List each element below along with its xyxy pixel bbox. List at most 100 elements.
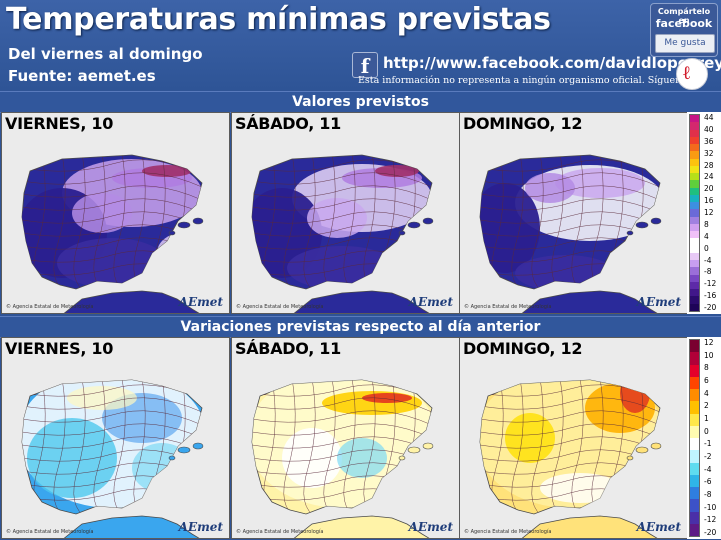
scale-tick-label: 24 (704, 172, 714, 182)
scale-swatch (690, 194, 699, 202)
scale-tick-label: 12 (704, 208, 714, 217)
scale-swatch (690, 364, 699, 377)
date-range-subtitle: Del viernes al domingo (8, 45, 203, 63)
aemet-logo: AEmet (636, 520, 681, 534)
scale-tick-label: 8 (704, 363, 709, 373)
scale-swatch (690, 165, 699, 173)
scale-swatch (690, 209, 699, 217)
scale-swatch (690, 340, 699, 353)
scale-tick-label: -12 (704, 279, 717, 289)
agency-credit: © Agencia Estatal de Meteorología (6, 304, 94, 310)
map-day-label: VIERNES, 10 (5, 114, 114, 133)
scale-tick-label: 40 (704, 124, 714, 134)
scale-tick-label: -2 (704, 452, 712, 461)
scale-swatch (690, 511, 699, 524)
scale-swatch (690, 231, 699, 239)
facebook-share-box[interactable]: Compártelo en facebook Me gusta (650, 3, 718, 57)
scale-tick-label: -20 (704, 528, 717, 537)
aemet-logo: AEmet (408, 295, 453, 309)
scale-tick-label: 44 (704, 113, 714, 122)
map-graphic (479, 379, 662, 538)
agency-credit: © Agencia Estatal de Meteorología (464, 304, 552, 310)
map-day-label: DOMINGO, 12 (463, 339, 583, 358)
facebook-url-link[interactable]: http://www.facebook.com/davidlopezrey (383, 54, 721, 72)
scale-tick-label: 1 (704, 414, 709, 423)
scale-tick-label: 20 (704, 184, 714, 194)
scale-tick-label: 10 (704, 350, 714, 360)
scale-swatch (690, 523, 699, 536)
scale-swatch (690, 238, 699, 246)
map-values-saturday: SÁBADO, 11 AEmet © Agencia Estatal de Me… (231, 112, 460, 314)
author-logo-icon[interactable]: ℓ (676, 58, 708, 90)
scale-tick-label: 16 (704, 196, 714, 206)
scale-swatch (690, 389, 699, 402)
like-button[interactable]: Me gusta (655, 34, 715, 53)
scale-swatch (690, 376, 699, 389)
scale-tick-label: -1 (704, 439, 712, 449)
scale-swatch (690, 122, 699, 130)
scale-swatch (690, 252, 699, 260)
scale-swatch (690, 129, 699, 137)
scale-swatch (690, 413, 699, 426)
scale-swatch (690, 260, 699, 268)
scale-swatch (690, 151, 699, 159)
aemet-logo: AEmet (178, 295, 223, 309)
agency-credit: © Agencia Estatal de Meteorología (6, 529, 94, 535)
map-day-label: VIERNES, 10 (5, 339, 114, 358)
map-graphic (479, 154, 662, 313)
scale-swatch (690, 425, 699, 438)
scale-swatch (690, 136, 699, 144)
scale-tick-label: 2 (704, 401, 709, 411)
share-caption: Compártelo en (657, 7, 711, 25)
scale-swatch (690, 267, 699, 275)
page-title: Temperaturas mínimas previstas (6, 2, 551, 37)
section-title-variations: Variaciones previstas respecto al día an… (0, 316, 721, 338)
variations-color-scale (689, 339, 700, 537)
scale-swatch (690, 281, 699, 289)
scale-tick-label: -16 (704, 291, 717, 301)
scale-tick-label: -4 (704, 255, 712, 265)
variations-scale-ticks: 12 10 8 6 4 2 1 0 -1 -2 -4 -6 -8 -10 -12 -20 (704, 339, 721, 537)
scale-swatch (690, 303, 699, 311)
scale-swatch (690, 352, 699, 365)
map-values-sunday: DOMINGO, 12 AEmet © Agencia Estatal de M… (459, 112, 688, 314)
disclaimer-text: Esta información no representa a ningún … (358, 75, 705, 86)
scale-swatch (690, 180, 699, 188)
scale-swatch (690, 474, 699, 487)
scale-tick-label: -8 (704, 267, 712, 277)
scale-tick-label: 28 (704, 160, 714, 170)
aemet-logo: AEmet (408, 520, 453, 534)
scale-tick-label: 0 (704, 243, 709, 253)
map-variation-sunday: DOMINGO, 12 AEmet © Agencia Estatal de M… (459, 337, 688, 539)
agency-credit: © Agencia Estatal de Meteorología (464, 529, 552, 535)
scale-swatch (690, 462, 699, 475)
agency-credit: © Agencia Estatal de Meteorología (236, 529, 324, 535)
facebook-icon[interactable]: f (352, 52, 378, 78)
scale-swatch (690, 187, 699, 195)
scale-tick-label: -20 (704, 303, 717, 312)
map-graphic (21, 154, 204, 313)
scale-tick-label: -8 (704, 490, 712, 499)
map-graphic (21, 379, 204, 538)
scale-swatch (690, 487, 699, 500)
scale-tick-label: 8 (704, 219, 709, 229)
scale-tick-label: 0 (704, 426, 709, 436)
scale-swatch (690, 202, 699, 210)
scale-swatch (690, 499, 699, 512)
aemet-logo: AEmet (636, 295, 681, 309)
scale-tick-label: -12 (704, 515, 717, 525)
values-scale-ticks: 44 40 36 32 28 24 20 16 12 8 4 0 -4 -8 -12 -16 -20 (704, 114, 721, 312)
map-graphic (251, 154, 434, 313)
map-variation-friday: VIERNES, 10 AEmet © Agencia Estatal de M… (1, 337, 230, 539)
values-color-scale (689, 114, 700, 312)
scale-swatch (690, 216, 699, 224)
scale-tick-label: 4 (704, 231, 709, 241)
scale-tick-label: 4 (704, 388, 709, 398)
scale-swatch (690, 144, 699, 152)
scale-swatch (690, 223, 699, 231)
scale-swatch (690, 115, 699, 123)
scale-swatch (690, 158, 699, 166)
map-day-label: SÁBADO, 11 (235, 339, 341, 358)
scale-tick-label: -10 (704, 502, 717, 512)
scale-tick-label: 6 (704, 376, 709, 385)
